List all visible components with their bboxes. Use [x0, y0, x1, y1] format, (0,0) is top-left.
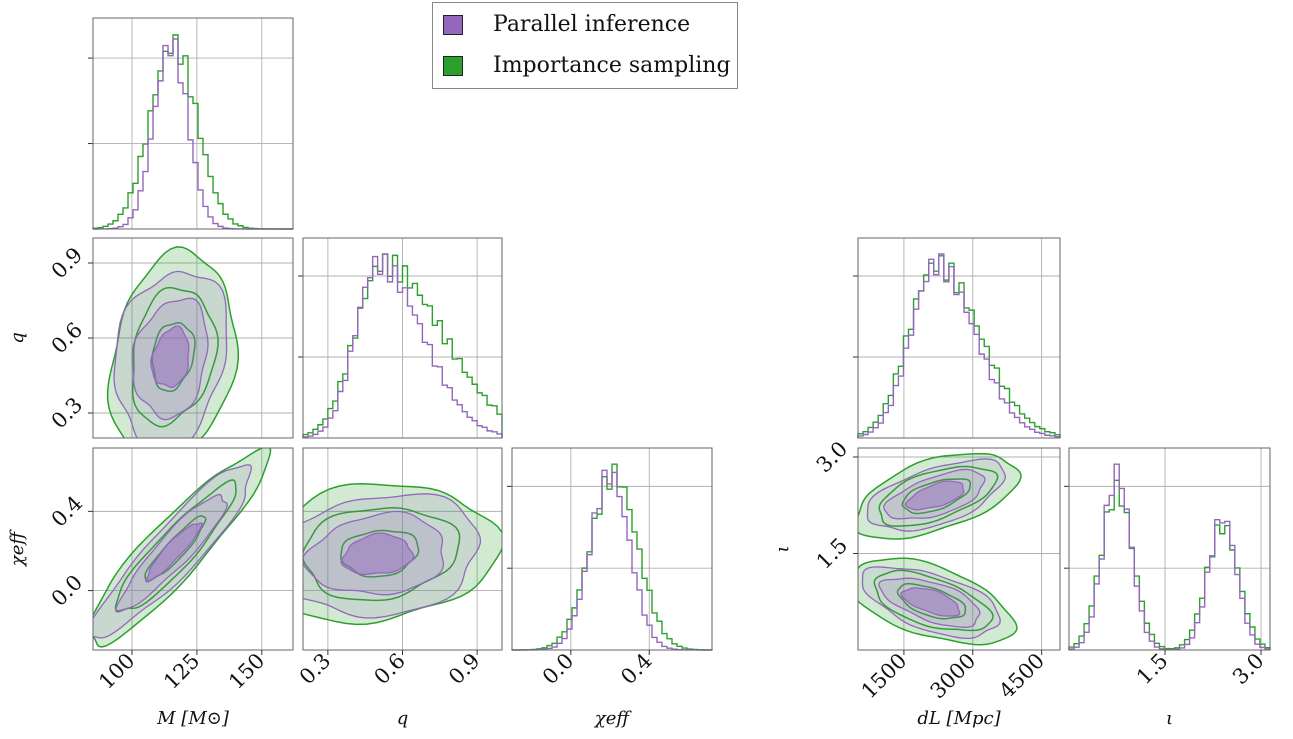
hist-importance-d_L [857, 255, 1061, 438]
contour-parallel [866, 458, 1006, 532]
hist-M-frame [92, 17, 294, 230]
contour-parallel [113, 270, 228, 438]
contour-importance [340, 529, 420, 578]
y-tick-label: 1.5 [812, 533, 853, 574]
x-axis-label: dL [Mpc] [917, 708, 1001, 729]
x-axis-label: χeff [593, 708, 633, 729]
contour-importance [873, 569, 994, 632]
hist-q-frame [302, 237, 503, 439]
contour-parallel [883, 468, 986, 520]
contour-parallel [861, 566, 1001, 640]
hist-parallel-d_L [857, 253, 1061, 438]
contour-importance [901, 478, 972, 515]
hist-importance-chi_eff [511, 463, 713, 651]
hist-importance-iota [1068, 479, 1271, 650]
joint-M-chi_eff-frame [92, 447, 294, 651]
hist-chi_eff-frame [511, 447, 713, 651]
hist-q [298, 238, 503, 438]
contour-importance [896, 582, 967, 620]
joint-M-chi_eff [93, 448, 272, 648]
legend-label-parallel: Parallel inference [493, 12, 691, 37]
contour-parallel [303, 493, 482, 619]
x-tick-label: 0.6 [369, 649, 410, 690]
hist-parallel-M [92, 38, 293, 230]
legend-swatch-importance [443, 55, 463, 76]
y-axis-label: ι [772, 545, 793, 552]
joint-dL-iota [858, 452, 1022, 646]
y-axis-label: χeff [7, 529, 28, 569]
y-axis-label: q [7, 332, 28, 344]
contour-importance [858, 557, 1018, 646]
x-tick-label: 0.4 [616, 649, 657, 690]
x-tick-label: 3.0 [1228, 649, 1269, 690]
joint-M-q [106, 246, 240, 438]
joint-M-q-grid [93, 238, 293, 438]
x-tick-label: 4500 [994, 649, 1049, 704]
y-tick-label: 0.6 [47, 318, 88, 359]
x-tick-label: 1500 [857, 649, 912, 704]
x-tick-label: 0.3 [295, 649, 336, 690]
legend-swatch-parallel [443, 14, 463, 35]
hist-M [88, 18, 294, 230]
x-tick-label: 125 [159, 649, 204, 694]
legend: Parallel inference Importance sampling [432, 2, 738, 89]
contour-importance [878, 465, 999, 527]
contour-importance [131, 286, 219, 428]
hist-d_L-frame [857, 237, 1061, 439]
x-tick-label: 0.9 [444, 649, 485, 690]
contour-importance [93, 448, 272, 648]
x-tick-label: 1.5 [1132, 649, 1173, 690]
legend-label-importance: Importance sampling [493, 53, 731, 78]
x-axis-label: q [397, 708, 409, 729]
contour-parallel [93, 464, 252, 639]
contour-parallel [878, 577, 981, 628]
hist-chi_eff [507, 448, 713, 651]
hist-iota-frame [1068, 447, 1271, 651]
joint-dL-iota-frame [857, 447, 1061, 651]
y-tick-label: 0.4 [47, 491, 88, 532]
contour-parallel [131, 297, 209, 421]
y-tick-label: 3.0 [812, 437, 853, 478]
x-tick-label: 150 [224, 649, 269, 694]
x-tick-label: 3000 [926, 649, 981, 704]
x-axis-label: ι [1166, 708, 1173, 729]
joint-q-chi_eff [303, 482, 502, 626]
hist-importance-M [92, 34, 294, 230]
hist-parallel-q [302, 253, 503, 438]
hist-iota [1064, 448, 1271, 651]
y-tick-label: 0.0 [47, 570, 88, 611]
legend-item-parallel: Parallel inference [443, 12, 690, 37]
y-tick-label: 0.3 [47, 393, 88, 434]
hist-d_L [853, 238, 1061, 438]
x-tick-label: 100 [94, 649, 139, 694]
contour-importance [114, 479, 237, 612]
contour-parallel [900, 587, 961, 617]
contour-parallel [340, 532, 415, 576]
contour-parallel [150, 325, 190, 389]
hist-importance-q [302, 253, 503, 438]
x-tick-label: 0.0 [538, 649, 579, 690]
x-axis-label: M [M⊙] [156, 708, 230, 729]
hist-parallel-chi_eff [511, 469, 712, 651]
contour-importance [303, 482, 502, 626]
legend-item-importance: Importance sampling [443, 53, 731, 78]
y-tick-label: 0.9 [47, 243, 88, 284]
contour-parallel [145, 522, 203, 583]
contour-parallel [904, 480, 965, 511]
